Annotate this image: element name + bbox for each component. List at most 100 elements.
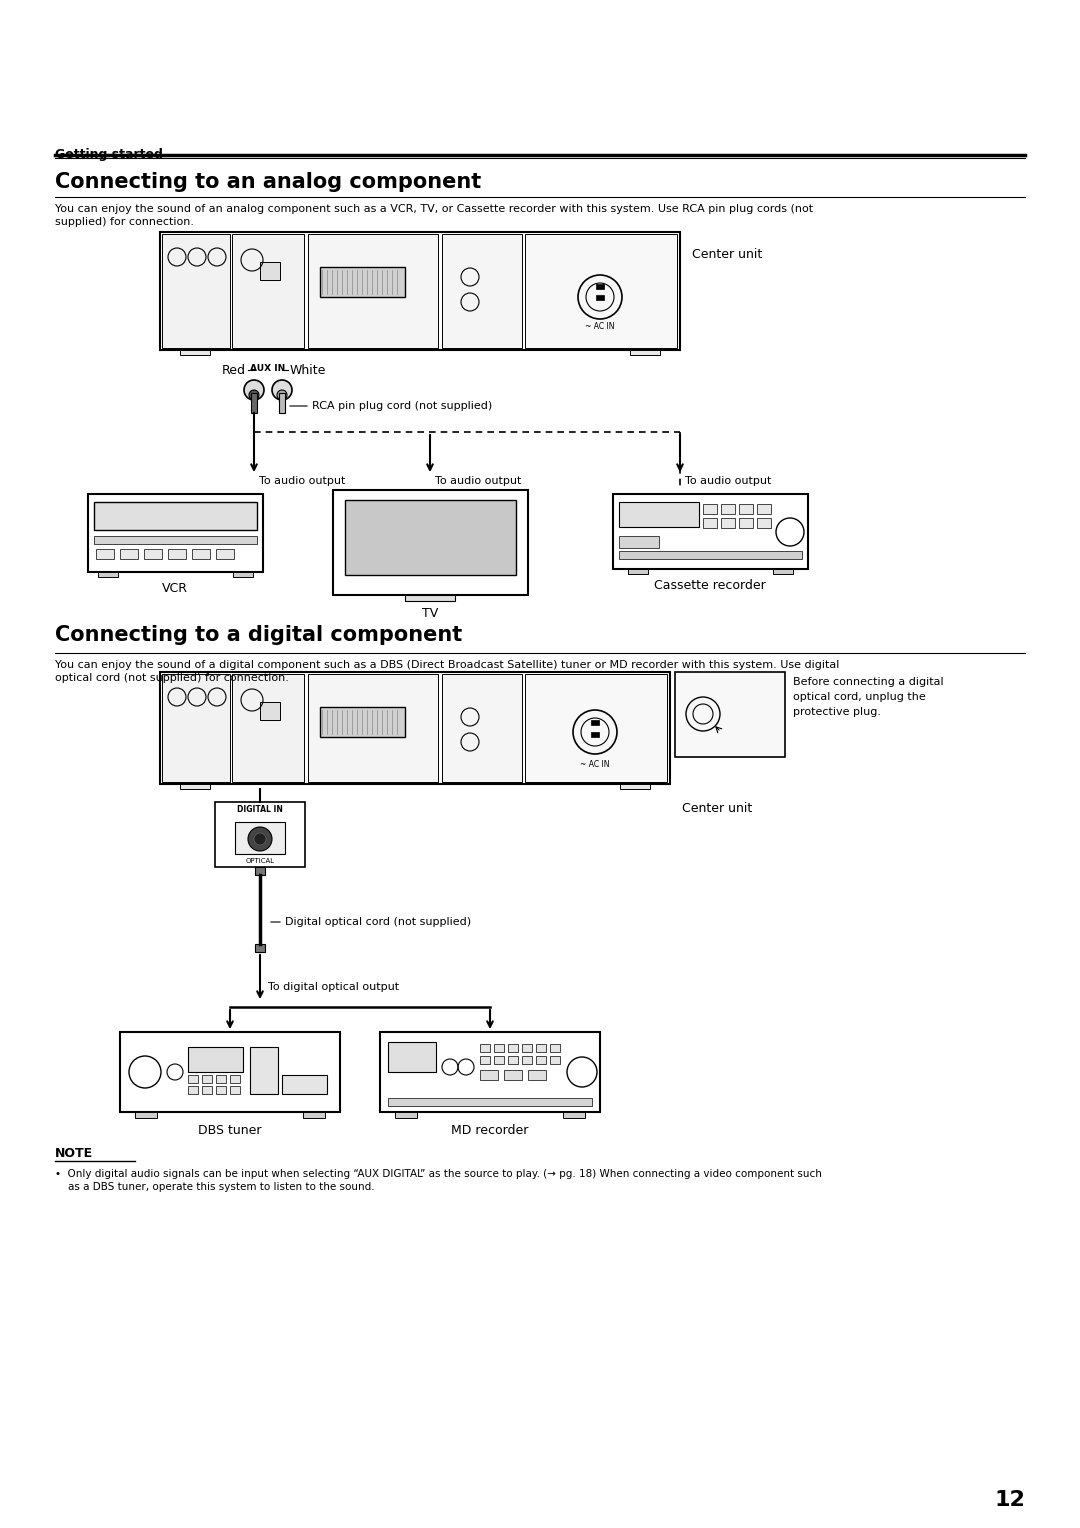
Bar bbox=[144, 549, 162, 559]
Text: ~ AC IN: ~ AC IN bbox=[580, 759, 610, 769]
Bar bbox=[192, 549, 210, 559]
Bar bbox=[255, 866, 265, 876]
Bar bbox=[739, 518, 753, 529]
Bar bbox=[215, 802, 305, 866]
Text: Connecting to an analog component: Connecting to an analog component bbox=[55, 173, 482, 193]
Text: To digital optical output: To digital optical output bbox=[268, 983, 400, 992]
Bar bbox=[216, 1086, 226, 1094]
Bar bbox=[703, 504, 717, 513]
Bar bbox=[563, 1112, 585, 1118]
Bar bbox=[120, 1031, 340, 1112]
Bar bbox=[202, 1076, 212, 1083]
Text: ~ AC IN: ~ AC IN bbox=[585, 322, 615, 332]
Text: L: L bbox=[280, 382, 284, 391]
Bar bbox=[279, 393, 285, 413]
Bar bbox=[739, 504, 753, 513]
Text: RCA pin plug cord (not supplied): RCA pin plug cord (not supplied) bbox=[312, 400, 492, 411]
Bar bbox=[87, 494, 264, 571]
Bar bbox=[528, 1070, 546, 1080]
Text: You can enjoy the sound of a digital component such as a DBS (Direct Broadcast S: You can enjoy the sound of a digital com… bbox=[55, 660, 839, 669]
Bar bbox=[613, 494, 808, 568]
Circle shape bbox=[244, 380, 264, 400]
Bar bbox=[480, 1070, 498, 1080]
Text: supplied) for connection.: supplied) for connection. bbox=[55, 217, 194, 228]
Text: Getting started: Getting started bbox=[55, 148, 163, 160]
Bar bbox=[94, 503, 257, 530]
Bar bbox=[160, 232, 680, 350]
Circle shape bbox=[249, 390, 259, 400]
Bar bbox=[405, 594, 455, 601]
Bar bbox=[442, 234, 522, 348]
Bar bbox=[232, 674, 303, 782]
Text: DBS tuner: DBS tuner bbox=[199, 1125, 261, 1137]
Bar bbox=[180, 784, 210, 788]
Bar bbox=[522, 1056, 532, 1063]
Circle shape bbox=[276, 390, 287, 400]
Text: TV: TV bbox=[422, 607, 438, 620]
Text: Before connecting a digital: Before connecting a digital bbox=[793, 677, 944, 688]
Bar bbox=[160, 672, 670, 784]
Bar bbox=[162, 674, 230, 782]
Bar bbox=[282, 1076, 327, 1094]
Circle shape bbox=[254, 833, 266, 845]
Bar bbox=[260, 261, 280, 280]
Bar bbox=[480, 1056, 490, 1063]
Text: To audio output: To audio output bbox=[259, 477, 346, 486]
Bar bbox=[230, 1086, 240, 1094]
Text: To audio output: To audio output bbox=[435, 477, 522, 486]
Bar bbox=[320, 707, 405, 736]
Text: DIGITAL IN: DIGITAL IN bbox=[238, 805, 283, 814]
Text: optical cord, unplug the: optical cord, unplug the bbox=[793, 692, 926, 701]
Bar bbox=[395, 1112, 417, 1118]
Bar bbox=[757, 504, 771, 513]
Bar bbox=[180, 350, 210, 354]
Text: Digital optical cord (not supplied): Digital optical cord (not supplied) bbox=[285, 917, 471, 927]
Bar bbox=[255, 944, 265, 952]
Bar bbox=[388, 1099, 592, 1106]
Text: Red: Red bbox=[222, 364, 246, 376]
Bar bbox=[550, 1056, 561, 1063]
Bar bbox=[260, 701, 280, 720]
Bar bbox=[388, 1042, 436, 1073]
Text: as a DBS tuner, operate this system to listen to the sound.: as a DBS tuner, operate this system to l… bbox=[55, 1183, 375, 1192]
Bar bbox=[494, 1044, 504, 1051]
Bar bbox=[596, 284, 604, 289]
Bar bbox=[536, 1056, 546, 1063]
Bar bbox=[303, 1112, 325, 1118]
Bar bbox=[442, 674, 522, 782]
Text: Connecting to a digital component: Connecting to a digital component bbox=[55, 625, 462, 645]
Bar bbox=[188, 1047, 243, 1073]
Bar bbox=[508, 1056, 518, 1063]
Bar bbox=[168, 549, 186, 559]
Bar bbox=[550, 1044, 561, 1051]
Bar bbox=[504, 1070, 522, 1080]
Text: protective plug.: protective plug. bbox=[793, 707, 881, 717]
Text: OPTICAL: OPTICAL bbox=[245, 859, 274, 863]
Text: VCR: VCR bbox=[162, 582, 188, 594]
Bar bbox=[522, 1044, 532, 1051]
Bar bbox=[675, 672, 785, 756]
Bar bbox=[333, 490, 528, 594]
Bar bbox=[120, 549, 138, 559]
Bar bbox=[619, 552, 802, 559]
Bar bbox=[233, 571, 253, 578]
Text: R: R bbox=[252, 382, 257, 391]
Bar bbox=[591, 732, 599, 736]
Bar bbox=[494, 1056, 504, 1063]
Bar bbox=[320, 267, 405, 296]
Circle shape bbox=[248, 827, 272, 851]
Bar bbox=[135, 1112, 157, 1118]
Bar bbox=[188, 1086, 198, 1094]
Bar bbox=[98, 571, 118, 578]
Bar bbox=[380, 1031, 600, 1112]
Bar bbox=[480, 1044, 490, 1051]
Bar bbox=[591, 720, 599, 724]
Bar bbox=[162, 234, 230, 348]
Bar bbox=[596, 295, 604, 299]
Bar bbox=[525, 674, 667, 782]
Text: Center unit: Center unit bbox=[681, 802, 753, 814]
Bar bbox=[536, 1044, 546, 1051]
Bar bbox=[249, 1047, 278, 1094]
Text: To audio output: To audio output bbox=[685, 477, 771, 486]
Text: NOTE: NOTE bbox=[55, 1148, 93, 1160]
